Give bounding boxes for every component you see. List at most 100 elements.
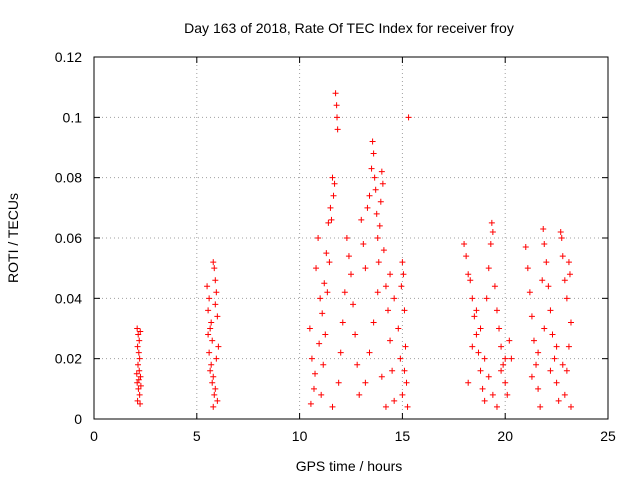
data-point bbox=[380, 247, 387, 254]
data-point bbox=[370, 319, 377, 326]
data-point bbox=[524, 265, 531, 272]
y-tick-label: 0.1 bbox=[63, 109, 83, 125]
data-point bbox=[399, 259, 406, 266]
data-point bbox=[207, 367, 214, 374]
data-point bbox=[401, 367, 408, 374]
data-point bbox=[337, 349, 344, 356]
data-point bbox=[553, 379, 560, 386]
y-tick-label: 0.08 bbox=[55, 170, 82, 186]
data-point bbox=[206, 295, 213, 302]
data-point bbox=[374, 235, 381, 241]
data-point bbox=[378, 373, 385, 380]
data-point bbox=[135, 385, 142, 392]
data-point bbox=[317, 295, 324, 302]
data-point bbox=[352, 331, 359, 338]
data-point bbox=[358, 216, 365, 223]
data-point bbox=[506, 337, 513, 344]
data-point bbox=[362, 265, 369, 272]
data-point bbox=[307, 400, 314, 407]
data-point bbox=[567, 403, 574, 410]
data-point bbox=[368, 165, 375, 172]
data-point bbox=[136, 367, 143, 374]
data-point bbox=[567, 319, 574, 326]
data-point bbox=[485, 265, 492, 272]
data-point bbox=[535, 349, 542, 356]
data-point bbox=[481, 397, 488, 404]
data-point bbox=[354, 361, 361, 368]
data-point bbox=[210, 373, 217, 380]
data-point bbox=[373, 210, 380, 217]
data-point bbox=[473, 331, 480, 338]
data-point bbox=[209, 337, 216, 344]
data-point bbox=[463, 253, 470, 260]
data-point bbox=[205, 307, 212, 314]
data-point bbox=[369, 138, 376, 145]
data-point bbox=[493, 403, 500, 410]
data-point bbox=[382, 283, 389, 290]
data-point bbox=[312, 370, 319, 377]
data-point bbox=[205, 331, 212, 338]
data-point bbox=[329, 403, 336, 410]
data-point bbox=[500, 361, 507, 368]
data-point bbox=[137, 373, 144, 380]
data-point bbox=[366, 192, 373, 199]
y-tick-label: 0 bbox=[74, 411, 82, 427]
data-point bbox=[467, 277, 474, 284]
data-point bbox=[528, 313, 535, 320]
chart-title: Day 163 of 2018, Rate Of TEC Index for r… bbox=[184, 20, 514, 36]
data-point bbox=[502, 355, 509, 362]
data-point bbox=[502, 379, 509, 386]
data-point bbox=[540, 225, 547, 232]
data-point bbox=[370, 150, 377, 157]
data-point bbox=[530, 337, 537, 344]
data-point bbox=[333, 102, 340, 109]
data-point bbox=[488, 219, 495, 226]
data-point bbox=[498, 367, 505, 374]
data-point bbox=[489, 228, 496, 235]
data-point bbox=[334, 126, 341, 133]
data-point bbox=[136, 337, 143, 344]
data-point bbox=[483, 295, 490, 302]
data-point bbox=[326, 259, 333, 266]
x-tick-label: 5 bbox=[193, 428, 201, 444]
data-point bbox=[566, 271, 573, 278]
data-point bbox=[334, 114, 341, 121]
data-point bbox=[477, 325, 484, 332]
data-point bbox=[364, 204, 371, 211]
data-point bbox=[135, 376, 142, 383]
y-tick-label: 0.02 bbox=[55, 351, 82, 367]
data-point bbox=[561, 277, 568, 284]
data-point bbox=[522, 244, 529, 251]
data-point bbox=[134, 361, 141, 368]
data-point bbox=[558, 235, 565, 241]
data-points bbox=[133, 90, 574, 410]
data-point bbox=[387, 337, 394, 344]
data-point bbox=[535, 385, 542, 392]
data-point bbox=[402, 343, 409, 350]
x-tick-label: 20 bbox=[497, 428, 513, 444]
data-point bbox=[324, 289, 331, 296]
data-point bbox=[319, 310, 326, 317]
data-point bbox=[496, 325, 503, 332]
data-point bbox=[134, 397, 141, 404]
axis-ticks: 0 5 10 15 20 25 0 0.02 0.04 0.06 0.08 0.1 0.12 bbox=[55, 49, 616, 444]
data-point bbox=[133, 370, 140, 377]
data-point bbox=[215, 343, 222, 350]
data-point bbox=[387, 271, 394, 278]
data-point bbox=[372, 186, 379, 193]
data-point bbox=[563, 367, 570, 374]
data-point bbox=[322, 331, 329, 338]
data-point bbox=[508, 355, 515, 362]
data-point bbox=[561, 391, 568, 398]
data-point bbox=[547, 367, 554, 374]
data-point bbox=[350, 301, 357, 308]
x-tick-label: 15 bbox=[395, 428, 411, 444]
data-point bbox=[135, 331, 142, 338]
data-point bbox=[541, 325, 548, 332]
data-point bbox=[320, 361, 327, 368]
data-point bbox=[545, 283, 552, 290]
data-point bbox=[206, 349, 213, 356]
data-point bbox=[327, 204, 334, 211]
data-point bbox=[471, 313, 478, 320]
data-point bbox=[473, 307, 480, 314]
